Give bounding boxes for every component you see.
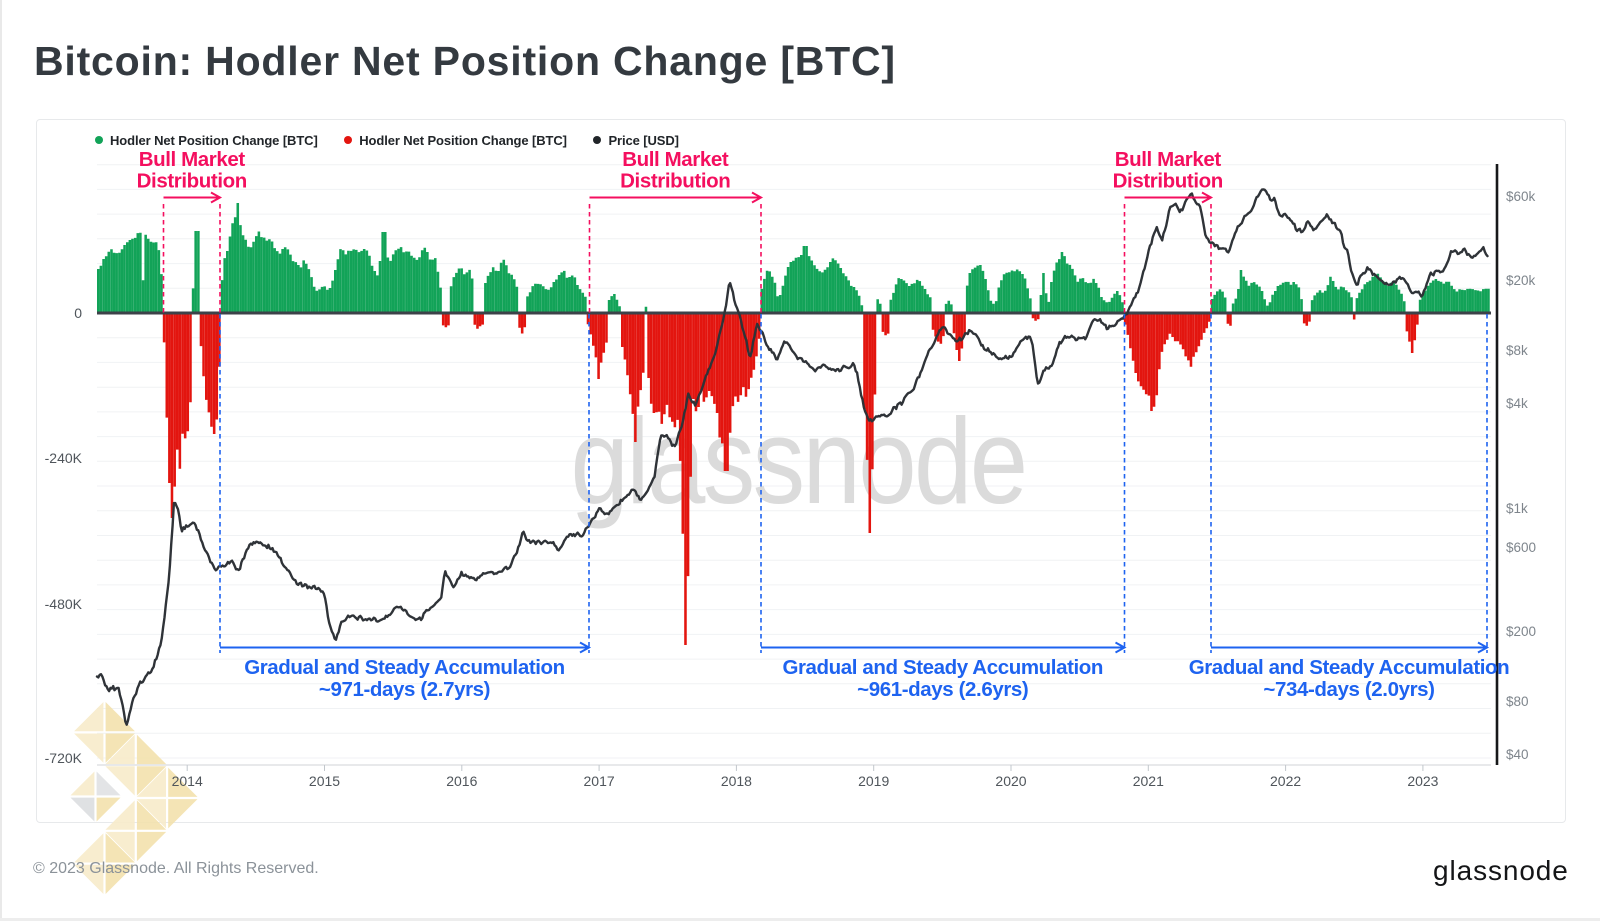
svg-text:2019: 2019 bbox=[858, 773, 889, 789]
svg-text:$4k: $4k bbox=[1506, 396, 1528, 411]
svg-text:~971-days (2.7yrs): ~971-days (2.7yrs) bbox=[319, 678, 490, 701]
svg-text:~961-days (2.6yrs): ~961-days (2.6yrs) bbox=[857, 678, 1028, 701]
svg-text:$600: $600 bbox=[1506, 540, 1536, 555]
svg-text:Distribution: Distribution bbox=[137, 170, 247, 193]
svg-text:$60k: $60k bbox=[1506, 189, 1536, 204]
svg-text:Gradual and Steady Accumulatio: Gradual and Steady Accumulation bbox=[244, 656, 565, 679]
svg-text:2023: 2023 bbox=[1407, 773, 1438, 789]
svg-text:0: 0 bbox=[74, 305, 82, 321]
svg-text:glassnode: glassnode bbox=[570, 394, 1025, 530]
svg-text:-720K: -720K bbox=[45, 750, 83, 766]
svg-text:-480K: -480K bbox=[45, 596, 83, 612]
svg-text:2014: 2014 bbox=[172, 773, 203, 789]
svg-text:Bull Market: Bull Market bbox=[139, 148, 246, 171]
svg-text:2015: 2015 bbox=[309, 773, 340, 789]
svg-text:2021: 2021 bbox=[1133, 773, 1164, 789]
svg-text:2022: 2022 bbox=[1270, 773, 1301, 789]
svg-text:$200: $200 bbox=[1506, 624, 1536, 639]
svg-text:2016: 2016 bbox=[446, 773, 477, 789]
svg-text:$1k: $1k bbox=[1506, 501, 1528, 516]
svg-text:Distribution: Distribution bbox=[620, 170, 730, 193]
svg-text:Distribution: Distribution bbox=[1113, 170, 1223, 193]
svg-text:Gradual and Steady Accumulatio: Gradual and Steady Accumulation bbox=[1189, 656, 1510, 679]
svg-text:2020: 2020 bbox=[995, 773, 1026, 789]
svg-text:~734-days (2.0yrs): ~734-days (2.0yrs) bbox=[1263, 678, 1434, 701]
svg-text:-240K: -240K bbox=[45, 450, 83, 466]
svg-text:$8k: $8k bbox=[1506, 343, 1528, 358]
svg-text:$20k: $20k bbox=[1506, 273, 1536, 288]
svg-text:$40: $40 bbox=[1506, 747, 1529, 762]
svg-text:Bull Market: Bull Market bbox=[1115, 148, 1222, 171]
svg-text:2018: 2018 bbox=[721, 773, 752, 789]
svg-text:2017: 2017 bbox=[584, 773, 615, 789]
svg-text:Bull Market: Bull Market bbox=[622, 148, 729, 171]
svg-text:$80: $80 bbox=[1506, 694, 1529, 709]
svg-text:Gradual and Steady Accumulatio: Gradual and Steady Accumulation bbox=[782, 656, 1103, 679]
